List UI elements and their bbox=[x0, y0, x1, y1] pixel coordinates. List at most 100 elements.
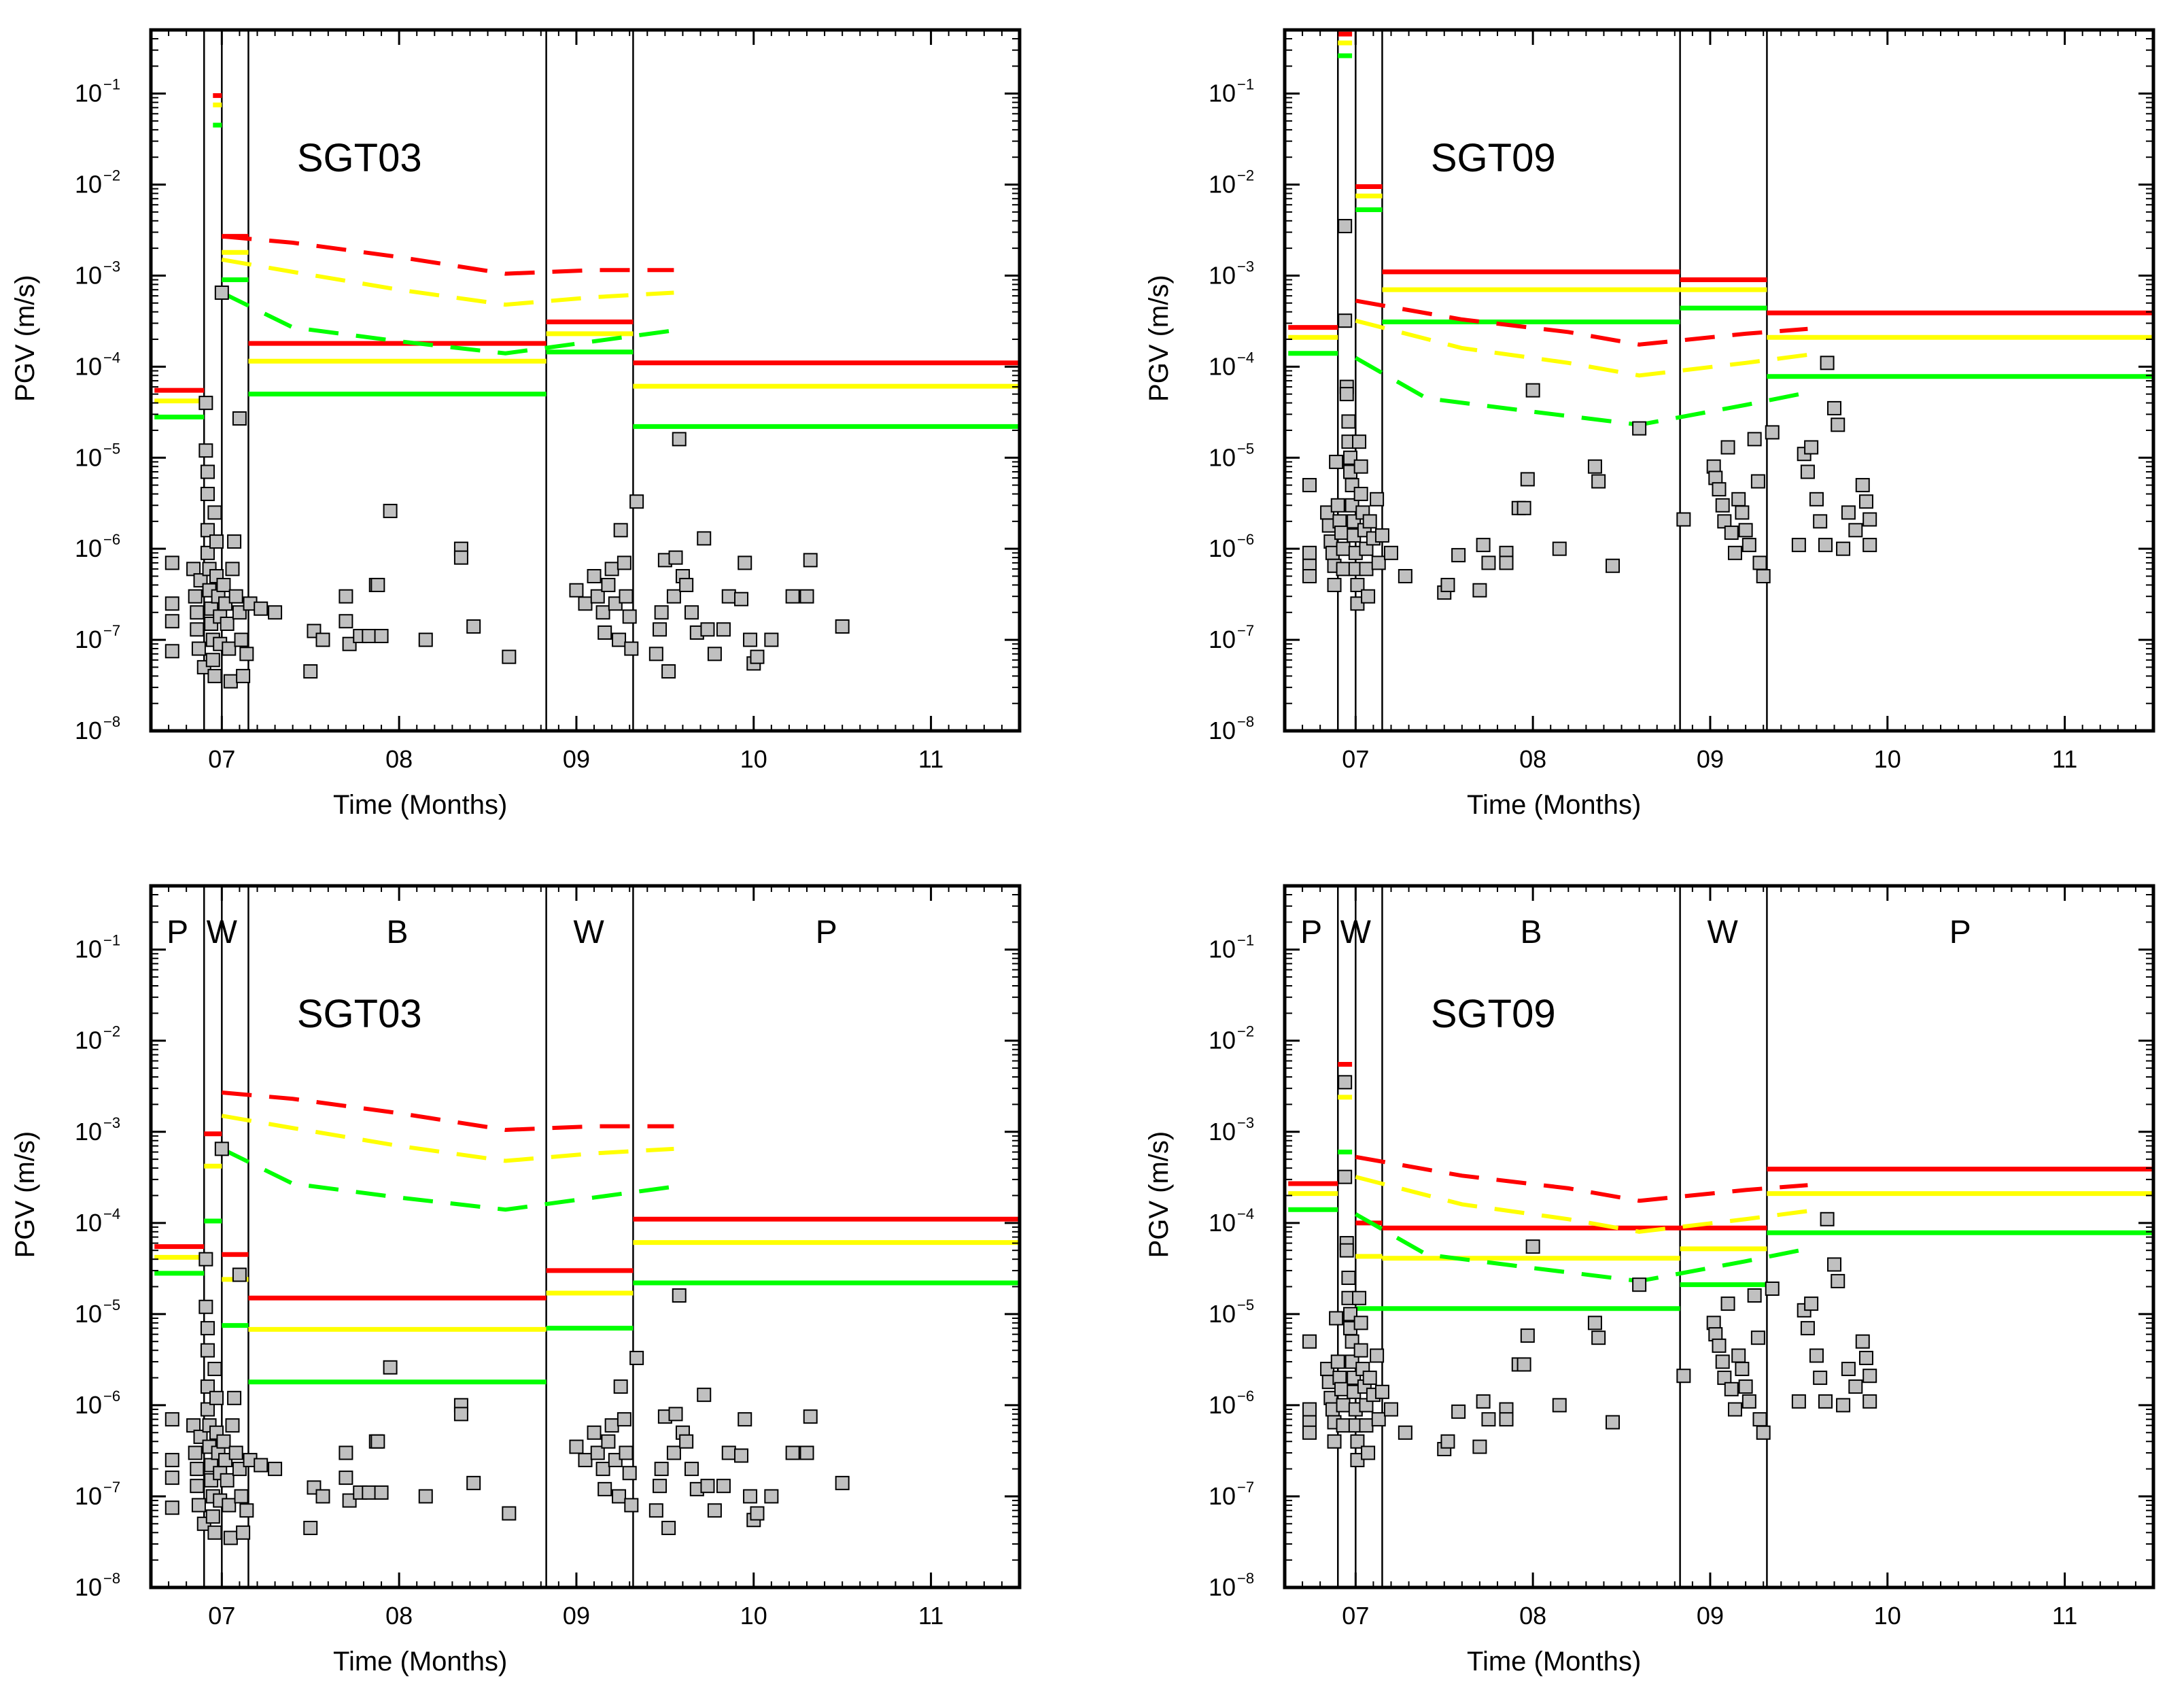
plot-frame bbox=[149, 884, 1022, 1590]
data-point bbox=[222, 641, 237, 656]
data-point bbox=[1765, 1282, 1780, 1296]
data-point bbox=[200, 487, 215, 502]
data-point bbox=[666, 589, 681, 604]
data-point bbox=[1345, 1354, 1359, 1369]
data-point bbox=[303, 1520, 318, 1535]
data-point bbox=[268, 1462, 283, 1477]
data-point bbox=[700, 622, 715, 637]
data-point bbox=[234, 632, 249, 647]
data-point bbox=[1720, 440, 1735, 455]
y-tick-label: 10 bbox=[1209, 1118, 1236, 1146]
data-point bbox=[502, 1506, 517, 1521]
data-point bbox=[1855, 1334, 1870, 1349]
y-axis-title: PGV (m/s) bbox=[1144, 275, 1174, 402]
threshold-yellow-dashed bbox=[221, 257, 674, 307]
data-point bbox=[595, 605, 610, 620]
data-point bbox=[198, 1299, 213, 1314]
data-point bbox=[1336, 1418, 1351, 1433]
data-point bbox=[1359, 562, 1374, 577]
data-point bbox=[228, 589, 243, 604]
data-point bbox=[236, 668, 251, 683]
x-tick-label: 09 bbox=[563, 1602, 590, 1630]
data-point bbox=[254, 1458, 268, 1473]
y-tick-label: 10 bbox=[1209, 171, 1236, 199]
data-point bbox=[190, 622, 205, 637]
y-tick-label: 10 bbox=[75, 625, 102, 653]
data-point bbox=[466, 1475, 481, 1490]
data-point bbox=[661, 1520, 676, 1535]
y-tick-label: 10 bbox=[75, 1482, 102, 1510]
data-point bbox=[232, 605, 247, 620]
station-label: SGT03 bbox=[297, 136, 422, 180]
threshold-yellow-dashed bbox=[1355, 318, 1808, 378]
data-point bbox=[1676, 512, 1691, 527]
data-point bbox=[209, 1390, 224, 1405]
data-point bbox=[190, 605, 205, 620]
x-axis-title: Time (Months) bbox=[333, 790, 507, 820]
data-point bbox=[1818, 538, 1833, 553]
data-point bbox=[1827, 400, 1842, 415]
plot-area bbox=[154, 30, 1020, 731]
data-point bbox=[220, 617, 235, 632]
data-point bbox=[750, 1506, 765, 1521]
data-point bbox=[1791, 1394, 1806, 1409]
data-point bbox=[604, 1418, 619, 1433]
data-point bbox=[1302, 478, 1317, 493]
x-tick-label: 09 bbox=[1697, 745, 1724, 773]
data-point bbox=[227, 1390, 242, 1405]
data-point bbox=[1552, 1398, 1567, 1413]
data-point bbox=[1809, 492, 1824, 506]
data-point bbox=[613, 1379, 628, 1394]
data-point bbox=[1855, 478, 1870, 493]
x-tick-label: 10 bbox=[740, 1602, 767, 1630]
y-tick-exponent: −3 bbox=[103, 258, 120, 275]
data-point bbox=[648, 1503, 663, 1518]
data-point bbox=[1330, 498, 1345, 513]
data-point bbox=[418, 1489, 433, 1504]
phase-label: B bbox=[387, 914, 409, 950]
data-point bbox=[200, 1321, 215, 1336]
data-point bbox=[707, 1503, 722, 1518]
data-point bbox=[1858, 1350, 1873, 1365]
data-point bbox=[1750, 1330, 1765, 1345]
data-point bbox=[1341, 1271, 1356, 1286]
data-point bbox=[1374, 1384, 1389, 1399]
y-tick-label: 10 bbox=[75, 443, 102, 471]
data-point bbox=[228, 1445, 243, 1460]
y-tick-exponent: −5 bbox=[1237, 1296, 1254, 1313]
data-point bbox=[218, 1453, 233, 1468]
data-point bbox=[1398, 568, 1412, 583]
data-point bbox=[1302, 1425, 1317, 1440]
data-point bbox=[1747, 1288, 1762, 1303]
x-tick-label: 08 bbox=[1519, 745, 1546, 773]
data-point bbox=[214, 1141, 229, 1156]
data-point bbox=[1361, 589, 1376, 604]
y-tick-label: 10 bbox=[1209, 1300, 1236, 1328]
data-point bbox=[721, 1445, 736, 1460]
panel-4: 10−810−710−610−510−410−310−210 −107 08 09 10… bbox=[1144, 884, 2155, 1677]
data-point bbox=[502, 649, 517, 664]
data-point bbox=[1302, 545, 1317, 560]
data-point bbox=[707, 647, 722, 662]
y-tick-label: 10 bbox=[75, 1300, 102, 1328]
data-point bbox=[1343, 1307, 1358, 1322]
data-point bbox=[716, 622, 731, 637]
data-point bbox=[578, 596, 593, 611]
y-tick-label: 10 bbox=[75, 717, 102, 744]
data-point bbox=[1848, 523, 1863, 538]
data-point bbox=[1841, 1362, 1856, 1377]
data-point bbox=[339, 614, 353, 629]
data-point bbox=[661, 664, 676, 679]
y-tick-exponent: −2 bbox=[103, 167, 120, 184]
data-point bbox=[1800, 464, 1815, 479]
data-point bbox=[738, 555, 752, 570]
y-tick-exponent: −5 bbox=[103, 1296, 120, 1313]
data-point bbox=[1712, 482, 1727, 497]
x-tick-label: 07 bbox=[208, 745, 235, 773]
data-point bbox=[668, 550, 683, 565]
data-point bbox=[716, 1479, 731, 1494]
data-point bbox=[1361, 1445, 1376, 1460]
data-point bbox=[734, 591, 749, 606]
data-point bbox=[190, 1479, 205, 1494]
